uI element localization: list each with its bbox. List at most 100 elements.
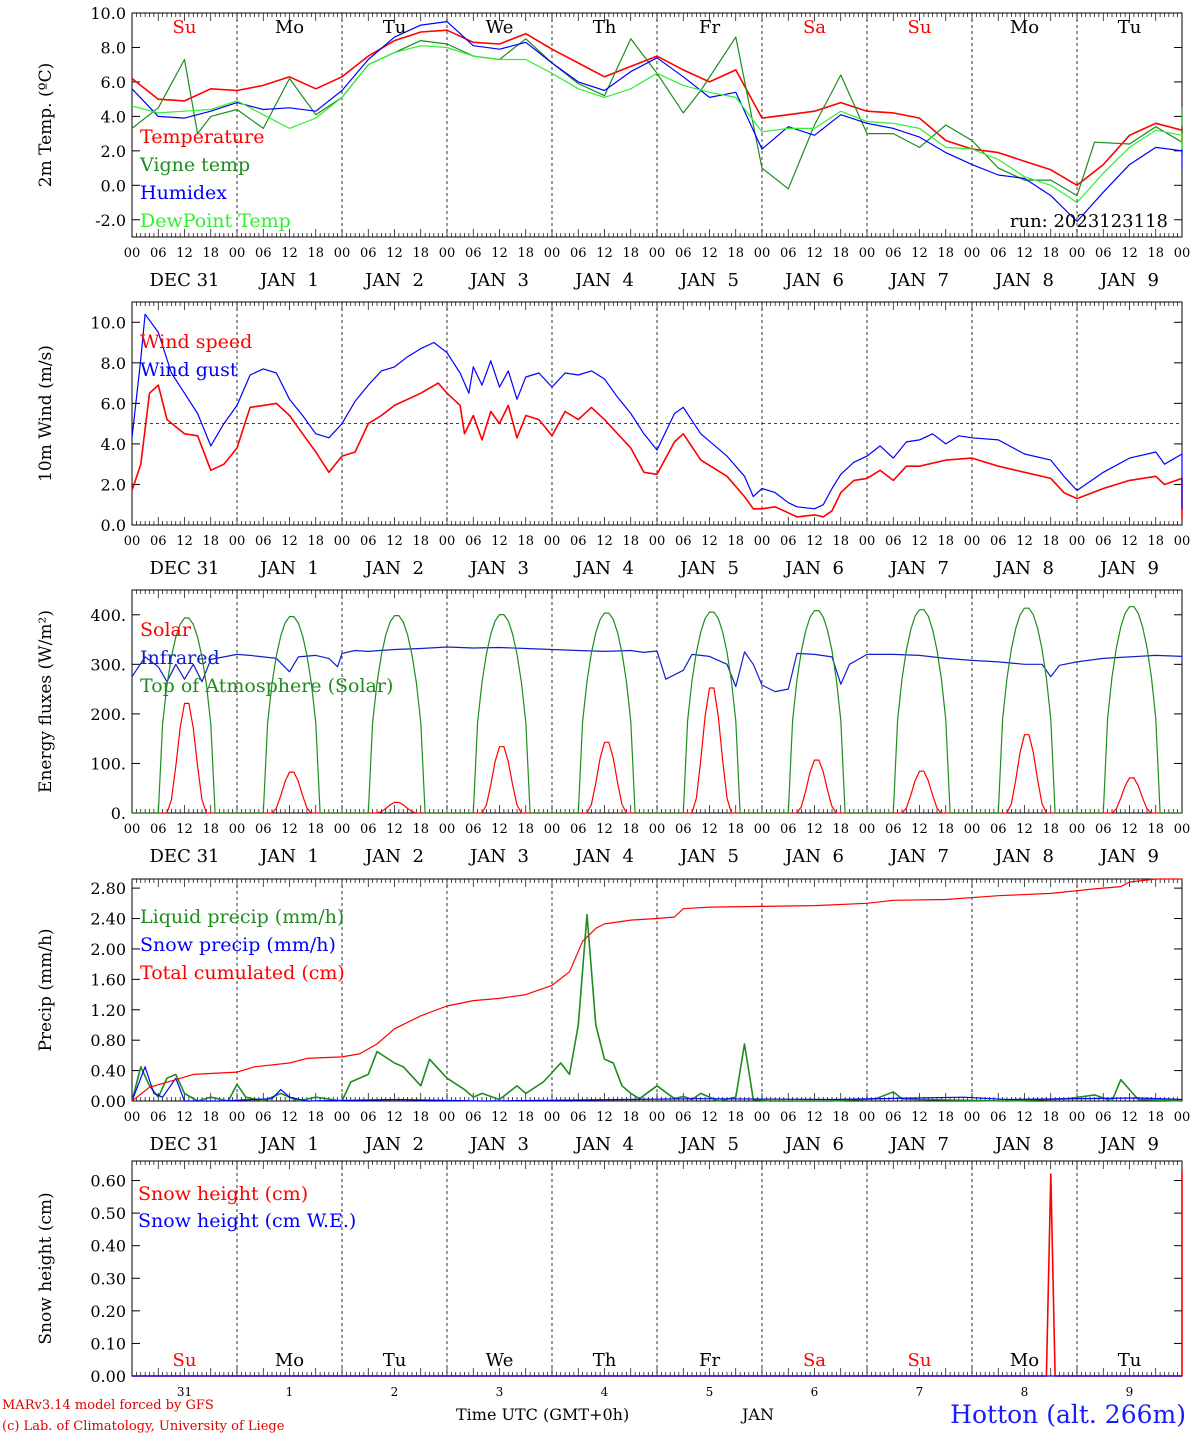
hour-label: 18 bbox=[1147, 246, 1164, 261]
hour-label: 00 bbox=[334, 1110, 351, 1125]
y-axis-label: Energy fluxes (W/m²) bbox=[36, 610, 56, 793]
hour-label: 12 bbox=[491, 534, 508, 549]
y-tick-label: 4.0 bbox=[101, 435, 126, 454]
hour-label: 00 bbox=[544, 1110, 561, 1125]
hour-label: 18 bbox=[202, 1110, 219, 1125]
series-line-wind-gust bbox=[131, 313, 1183, 510]
hour-label: 12 bbox=[176, 246, 193, 261]
hour-label: 18 bbox=[622, 534, 639, 549]
hour-label: 06 bbox=[150, 246, 167, 261]
hour-label: 12 bbox=[1016, 534, 1033, 549]
y-axis-label: Precip (mm/h) bbox=[36, 928, 56, 1051]
hour-label: 18 bbox=[937, 1110, 954, 1125]
hour-label: 00 bbox=[1174, 822, 1191, 837]
legend-entry: Liquid precip (mm/h) bbox=[140, 906, 344, 928]
hour-label: 12 bbox=[701, 246, 718, 261]
plot-frame bbox=[131, 589, 1183, 814]
weekday-label: Fr bbox=[699, 17, 720, 38]
hour-label: 00 bbox=[649, 534, 666, 549]
hour-label: 12 bbox=[281, 822, 298, 837]
weekday-label: Su bbox=[173, 1350, 197, 1371]
series-line-dewpoint-temp bbox=[131, 45, 1183, 204]
hour-label: 12 bbox=[386, 822, 403, 837]
y-tick-label: 8.0 bbox=[101, 38, 126, 57]
hour-label: 00 bbox=[439, 822, 456, 837]
weekday-label: Tu bbox=[383, 17, 407, 38]
date-label: JAN 5 bbox=[678, 270, 739, 291]
weekday-label: Th bbox=[593, 17, 617, 38]
hour-label: 18 bbox=[1042, 246, 1059, 261]
y-tick-label: 10.0 bbox=[90, 313, 126, 332]
hour-label: 00 bbox=[439, 534, 456, 549]
series-line-liquid-precip-mm-h bbox=[131, 913, 1183, 1102]
hour-label: 00 bbox=[859, 246, 876, 261]
hour-label: 06 bbox=[570, 822, 587, 837]
hour-label: 12 bbox=[491, 822, 508, 837]
hour-label: 00 bbox=[859, 534, 876, 549]
y-tick-label: 4.0 bbox=[101, 107, 126, 126]
hour-label: 12 bbox=[1121, 822, 1138, 837]
x-axis-title: Time UTC (GMT+0h) bbox=[456, 1405, 630, 1424]
hour-label: 06 bbox=[780, 534, 797, 549]
date-label: JAN 3 bbox=[468, 846, 529, 867]
y-tick-label: 0.80 bbox=[90, 1031, 126, 1050]
hour-label: 12 bbox=[1016, 246, 1033, 261]
hour-label: 12 bbox=[386, 534, 403, 549]
hour-label: 06 bbox=[360, 1110, 377, 1125]
station-name: Hotton (alt. 266m) bbox=[950, 1400, 1186, 1429]
hour-label: 18 bbox=[622, 1110, 639, 1125]
hour-label: 12 bbox=[701, 1110, 718, 1125]
hour-label: 18 bbox=[832, 534, 849, 549]
hour-label: 12 bbox=[176, 822, 193, 837]
hour-label: 00 bbox=[649, 822, 666, 837]
hour-label: 12 bbox=[806, 822, 823, 837]
model-credit: MARv3.14 model forced by GFS bbox=[2, 1398, 214, 1413]
hour-label: 00 bbox=[754, 822, 771, 837]
hour-label: 06 bbox=[990, 246, 1007, 261]
date-label: JAN 1 bbox=[258, 558, 319, 579]
y-axis-label: 2m Temp. (ºC) bbox=[36, 63, 56, 188]
date-label: JAN 9 bbox=[1098, 1134, 1159, 1155]
hour-label: 06 bbox=[360, 534, 377, 549]
date-label: JAN 7 bbox=[888, 1134, 949, 1155]
hour-label: 06 bbox=[465, 822, 482, 837]
hour-label: 12 bbox=[911, 534, 928, 549]
hour-label: 00 bbox=[124, 822, 141, 837]
hour-label: 00 bbox=[124, 1110, 141, 1125]
hour-label: 18 bbox=[832, 246, 849, 261]
hour-label: 06 bbox=[1095, 1110, 1112, 1125]
hour-label: 06 bbox=[990, 534, 1007, 549]
hour-label: 12 bbox=[806, 1110, 823, 1125]
date-label: JAN 2 bbox=[363, 846, 424, 867]
series-line-wind-speed bbox=[131, 382, 1183, 519]
hour-label: 18 bbox=[307, 246, 324, 261]
legend-entry: Solar bbox=[140, 619, 192, 641]
hour-label: 12 bbox=[701, 822, 718, 837]
date-label: JAN 1 bbox=[258, 270, 319, 291]
run-label: run: 2023123118 bbox=[1010, 211, 1168, 232]
date-label: DEC 31 bbox=[150, 1134, 220, 1155]
hour-label: 00 bbox=[754, 246, 771, 261]
series-line-humidex bbox=[131, 21, 1183, 223]
hour-label: 12 bbox=[911, 1110, 928, 1125]
hour-label: 18 bbox=[727, 822, 744, 837]
panel-5: 0.00 0.10 0.20 0.30 0.40 0.50 0.60 Snow height … bbox=[36, 1160, 1183, 1399]
panel-4: 0.00 0.40 0.80 1.20 1.60 2.00 2.40 2.80 Precip (… bbox=[36, 878, 1190, 1155]
hour-label: 00 bbox=[544, 246, 561, 261]
y-tick-label: 2.0 bbox=[101, 142, 126, 161]
hour-label: 18 bbox=[412, 822, 429, 837]
day-number: 9 bbox=[1126, 1385, 1134, 1399]
hour-label: 00 bbox=[1174, 534, 1191, 549]
hour-label: 00 bbox=[544, 822, 561, 837]
hour-label: 12 bbox=[806, 246, 823, 261]
date-label: DEC 31 bbox=[150, 270, 220, 291]
hour-label: 18 bbox=[412, 1110, 429, 1125]
y-axis-label: 10m Wind (m/s) bbox=[36, 345, 56, 482]
hour-label: 18 bbox=[937, 534, 954, 549]
date-label: JAN 8 bbox=[993, 270, 1054, 291]
day-number: 8 bbox=[1021, 1385, 1029, 1399]
day-number: 4 bbox=[601, 1385, 609, 1399]
hour-label: 18 bbox=[1147, 822, 1164, 837]
